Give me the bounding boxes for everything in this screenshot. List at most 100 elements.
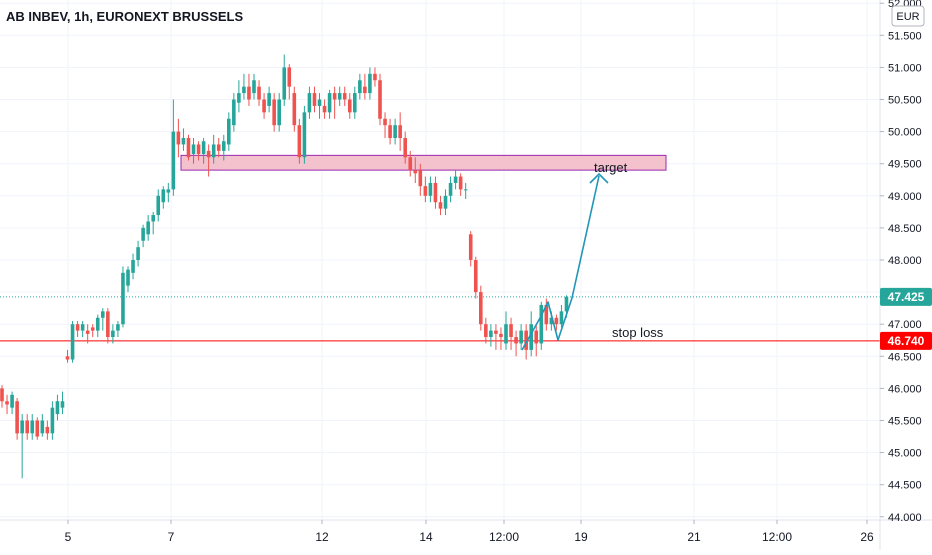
x-tick-label: 14 <box>419 530 433 544</box>
candle-body <box>358 80 362 94</box>
candle <box>156 189 161 222</box>
candle <box>398 112 402 151</box>
candle <box>171 99 176 196</box>
candle-body <box>458 176 463 190</box>
candle-body <box>60 401 65 408</box>
candle <box>393 118 397 145</box>
candle-body <box>201 141 206 155</box>
candle <box>327 89 332 119</box>
candle <box>378 73 382 126</box>
candle <box>282 54 287 106</box>
candle-body <box>277 99 281 126</box>
candle-body <box>554 317 559 325</box>
y-tick-label: 50.000 <box>888 127 922 139</box>
candle <box>302 105 307 164</box>
candle-body <box>342 93 347 100</box>
candle-body <box>121 272 125 325</box>
candle-body <box>40 420 45 434</box>
candle <box>509 317 513 350</box>
candle <box>494 324 498 350</box>
candle <box>257 80 261 106</box>
candle-body <box>166 189 171 193</box>
y-tick-label: 51.000 <box>888 62 922 74</box>
candle <box>388 118 392 145</box>
candle-body <box>126 269 130 286</box>
candle <box>116 320 120 338</box>
y-tick-label: 45.000 <box>888 448 922 460</box>
candle-body <box>106 311 110 338</box>
candle <box>322 99 327 119</box>
candle <box>514 330 518 357</box>
candle-body <box>302 112 307 158</box>
target-zone-layer <box>180 154 667 171</box>
candle-body <box>504 324 508 344</box>
y-tick-label: 46.500 <box>888 351 922 363</box>
candle-body <box>111 330 115 338</box>
candle <box>307 86 312 119</box>
stop-loss-value: 46.740 <box>888 334 925 348</box>
time-axis[interactable]: 5 7 12 14 12:00 19 21 12:00 26 <box>65 520 874 544</box>
candle-body <box>448 182 453 196</box>
candle <box>347 93 352 119</box>
candle <box>10 391 14 415</box>
candle <box>499 327 503 350</box>
candle-body <box>176 131 181 145</box>
candle <box>196 141 201 161</box>
y-tick-label: 47.000 <box>888 319 922 331</box>
candle-body <box>70 324 75 360</box>
currency-button[interactable]: EUR <box>891 5 925 27</box>
candle <box>287 64 292 100</box>
candle-body <box>453 176 458 183</box>
candle-body <box>242 86 246 94</box>
candle-body <box>443 195 448 209</box>
candle-body <box>206 150 211 158</box>
candle-body <box>35 420 40 437</box>
candle-body <box>141 227 145 241</box>
candle <box>237 80 241 113</box>
candle <box>277 93 281 132</box>
candle-body <box>282 67 287 100</box>
candle <box>75 320 80 338</box>
candle-body <box>292 93 297 126</box>
candle <box>363 73 367 100</box>
candle <box>448 176 453 203</box>
candle <box>186 134 191 161</box>
y-tick-label: 50.500 <box>888 95 922 107</box>
candle-body <box>237 93 241 103</box>
candle-body <box>559 311 564 325</box>
candle-body <box>473 260 478 293</box>
projection-path[interactable] <box>521 172 609 351</box>
candle <box>131 253 135 280</box>
candle-body <box>196 144 201 155</box>
candle <box>559 304 564 328</box>
candle <box>358 73 362 100</box>
candle <box>519 324 523 350</box>
candle <box>413 157 418 183</box>
x-tick-label: 5 <box>65 530 72 544</box>
candle-body <box>322 105 327 113</box>
y-tick-label: 49.000 <box>888 191 922 203</box>
y-tick-label: 48.000 <box>888 255 922 267</box>
candle-body <box>161 189 166 203</box>
candle-body <box>232 99 236 126</box>
candle <box>232 93 236 132</box>
candle <box>191 138 196 164</box>
candle-body <box>393 125 397 139</box>
candle-body <box>257 86 261 100</box>
candle <box>443 189 448 216</box>
candle <box>473 256 478 299</box>
candle-body <box>499 333 503 338</box>
projection-arrow-line <box>521 175 600 351</box>
candle <box>176 118 181 158</box>
candle-body <box>151 215 155 222</box>
target-zone-rectangle[interactable] <box>180 154 667 171</box>
candle <box>332 86 337 119</box>
candle-body <box>55 401 60 415</box>
candle-body <box>418 170 423 187</box>
candle <box>95 314 100 338</box>
x-tick-label: 21 <box>687 530 701 544</box>
candle-body <box>186 138 191 158</box>
candle <box>489 324 493 347</box>
